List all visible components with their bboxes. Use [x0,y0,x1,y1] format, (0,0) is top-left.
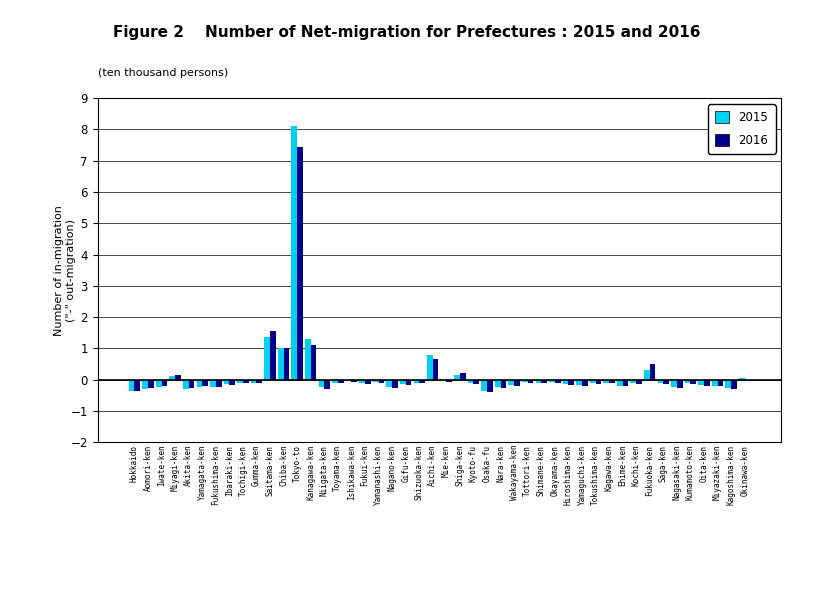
Bar [161,379,167,386]
Bar [454,375,460,379]
Bar [549,379,555,382]
Bar [536,379,541,383]
Bar [175,375,181,379]
Bar [522,379,527,382]
Bar [230,379,235,385]
Bar [392,379,398,388]
Bar [677,379,683,388]
Bar [346,379,352,381]
Bar [278,348,283,379]
Bar [541,379,547,383]
Bar [387,379,392,387]
Bar [237,379,243,383]
Bar [283,348,289,379]
Bar [590,379,596,383]
Bar [672,379,677,387]
Bar [568,379,574,385]
Legend: 2015, 2016: 2015, 2016 [708,104,776,154]
Bar [527,379,533,383]
Bar [414,379,419,383]
Bar [650,364,655,379]
Bar [685,379,690,383]
Bar [690,379,696,384]
Bar [718,379,724,386]
Bar [596,379,602,384]
Bar [481,379,487,391]
Bar [446,379,452,382]
Bar [623,379,628,386]
Bar [433,359,439,379]
Bar [196,379,202,387]
Bar [365,379,370,384]
Bar [311,345,317,379]
Text: (ten thousand persons): (ten thousand persons) [98,68,228,77]
Bar [405,379,411,385]
Bar [514,379,520,386]
Bar [379,379,384,383]
Bar [617,379,623,386]
Bar [487,379,492,392]
Bar [332,379,338,383]
Bar [562,379,568,384]
Bar [189,379,195,388]
Bar [731,379,737,389]
Bar [468,379,474,383]
Bar [256,379,262,383]
Bar [134,379,140,392]
Bar [644,370,650,379]
Bar [338,379,344,383]
Bar [129,379,134,391]
Bar [142,379,148,389]
Bar [739,378,745,379]
Bar [427,354,433,379]
Bar [270,331,276,379]
Bar [291,126,297,379]
Bar [318,379,324,387]
Bar [243,379,248,383]
Bar [202,379,208,386]
Bar [373,379,379,382]
Bar [216,379,221,387]
Bar [155,379,161,387]
Bar [555,379,561,383]
Bar [582,379,588,386]
Bar [440,379,446,381]
Bar [725,379,731,388]
Bar [698,379,704,385]
Bar [509,379,514,385]
Bar [169,376,175,379]
Bar [603,379,609,383]
Bar [637,379,642,384]
Bar [210,379,216,387]
Bar [419,379,425,383]
Bar [297,147,303,379]
Bar [359,379,365,383]
Bar [224,379,230,384]
Bar [305,339,311,379]
Bar [474,379,479,384]
Bar [712,379,718,386]
Bar [495,379,501,387]
Bar [576,379,582,385]
Bar [324,379,330,389]
Text: Figure 2    Number of Net-migration for Prefectures : 2015 and 2016: Figure 2 Number of Net-migration for Pre… [113,25,701,39]
Bar [460,373,466,379]
Bar [658,379,663,383]
Y-axis label: Number of in-migration
("-" out-migration): Number of in-migration ("-" out-migratio… [55,204,76,336]
Bar [501,379,506,388]
Bar [148,379,154,388]
Bar [400,379,405,384]
Bar [251,379,256,383]
Bar [265,337,270,379]
Bar [704,379,710,386]
Bar [352,379,357,382]
Bar [609,379,615,383]
Bar [631,379,637,383]
Bar [663,379,669,384]
Bar [183,379,189,389]
